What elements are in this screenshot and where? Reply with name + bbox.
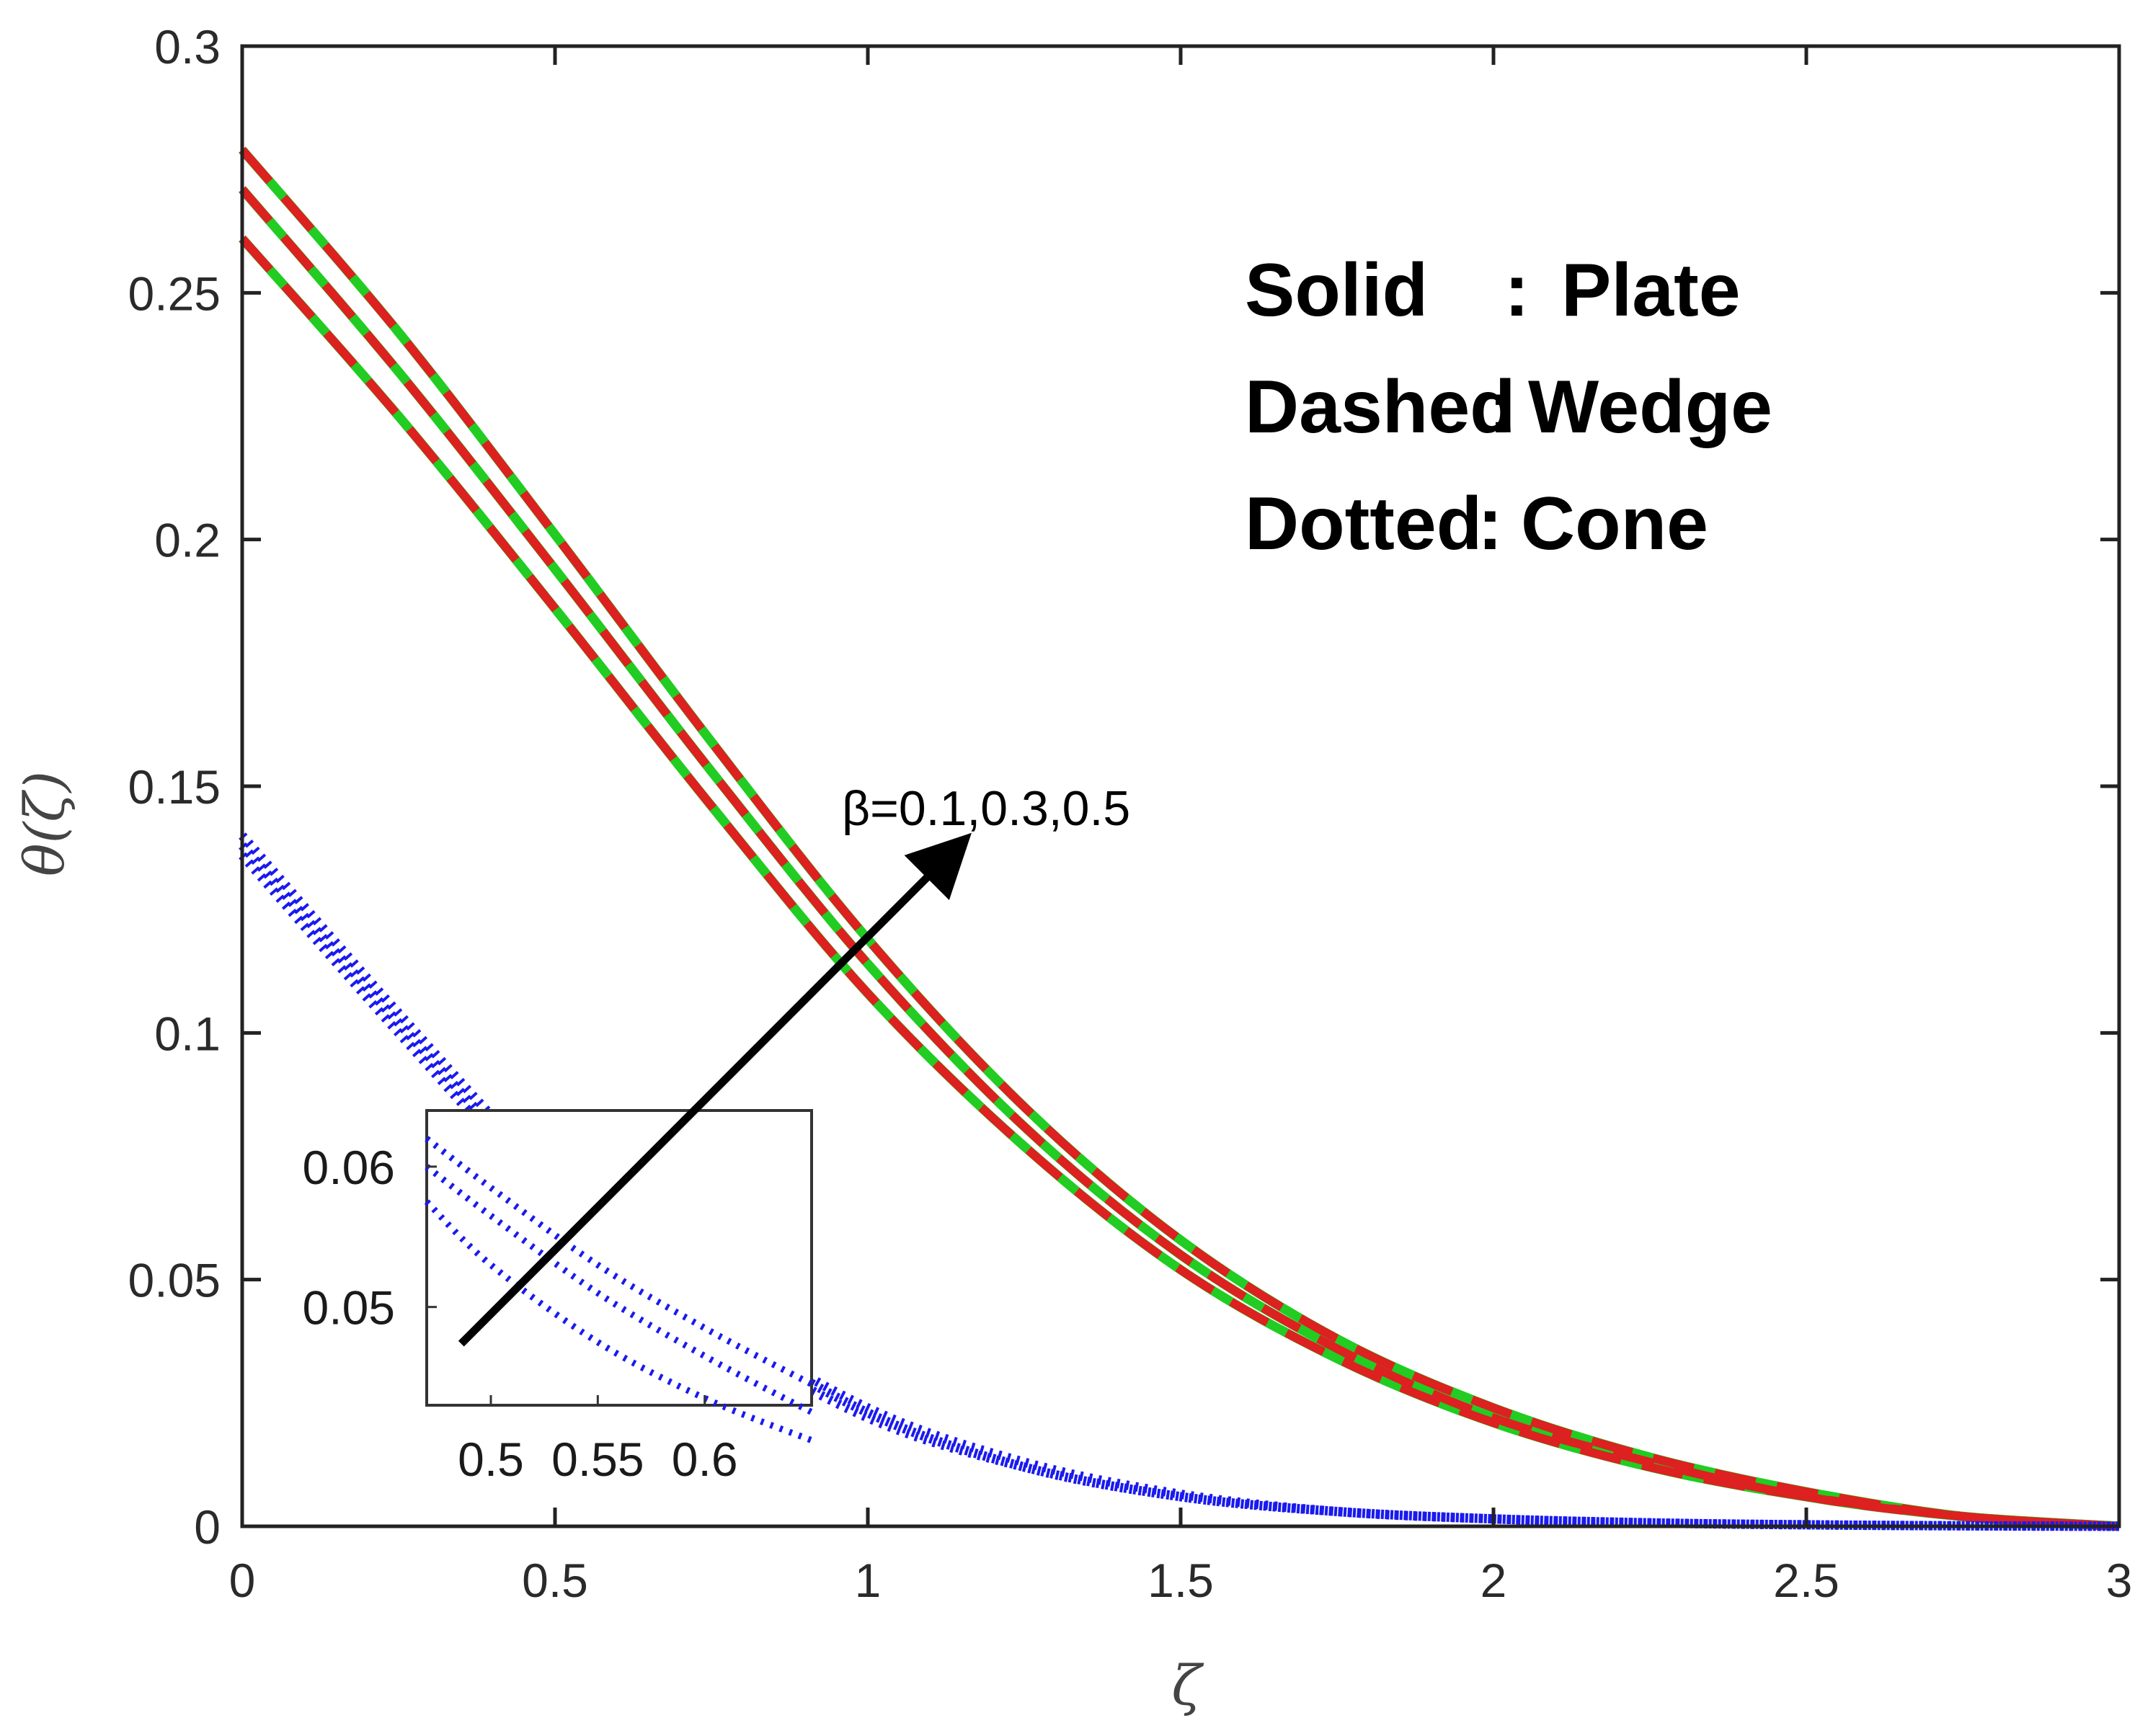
legend-label-wedge: Wedge — [1528, 365, 1772, 449]
inset-frame — [425, 1109, 813, 1407]
y-tick-label: 0.3 — [154, 20, 221, 74]
y-axis-title: θ(ζ) — [12, 771, 76, 876]
legend-label-cone: Cone — [1521, 482, 1708, 566]
y-tick-label: 0.1 — [154, 1007, 221, 1060]
inset-y-tick-label: 0.06 — [303, 1141, 395, 1194]
inset-x-tick-label: 0.6 — [672, 1433, 738, 1486]
series-wedge-beta-0.3 — [239, 186, 2120, 1531]
x-axis-title: ζ — [1171, 1653, 1204, 1717]
legend-sep-solid: : — [1504, 249, 1530, 332]
legend-style-dotted: Dotted — [1245, 482, 1482, 566]
x-tick-label: 2 — [1481, 1554, 1507, 1607]
legend-sep-dashed: : — [1488, 365, 1514, 449]
inset-series-cone-beta-0.3 — [425, 1164, 814, 1415]
legend: Solid : Plate Dashed : Wedge Dotted : Co… — [1245, 249, 1772, 566]
inset-layer: 0.5 0.55 0.6 0.05 0.06 — [303, 1109, 814, 1486]
series-wedge-beta-0.5 — [239, 146, 2120, 1531]
y-tick-label: 0.25 — [128, 267, 221, 320]
y-tick-label: 0.2 — [154, 514, 221, 567]
legend-style-dashed: Dashed — [1245, 365, 1516, 449]
x-tick-label: 0 — [229, 1554, 256, 1607]
beta-annotation-label: β=0.1,0.3,0.5 — [842, 781, 1130, 836]
annotation-layer — [458, 832, 972, 1347]
x-tick-label: 1.5 — [1147, 1554, 1214, 1607]
legend-sep-dotted: : — [1478, 482, 1503, 566]
beta-arrow — [458, 832, 972, 1347]
inset-x-tick-label: 0.5 — [458, 1433, 524, 1486]
inset-series-cone-beta-0.1 — [424, 1199, 813, 1443]
inset-y-tick-label: 0.05 — [303, 1281, 395, 1335]
x-tick-label: 3 — [2106, 1554, 2133, 1607]
inset-series-cone-beta-0.5 — [425, 1136, 814, 1387]
legend-style-solid: Solid — [1245, 249, 1428, 332]
inset-x-tick-label: 0.55 — [551, 1433, 644, 1486]
x-tick-label: 1 — [855, 1554, 882, 1607]
legend-label-plate: Plate — [1561, 249, 1741, 332]
x-tick-label: 0.5 — [522, 1554, 588, 1607]
y-tick-label: 0.05 — [128, 1254, 221, 1307]
axes-layer: 0 0.5 1 1.5 2 2.5 3 0 0.05 0.1 0.15 0.2 0.25 0.3 — [128, 20, 2133, 1607]
x-tick-label: 2.5 — [1773, 1554, 1839, 1607]
y-tick-label: 0.15 — [128, 760, 221, 814]
y-tick-label: 0 — [194, 1500, 221, 1554]
